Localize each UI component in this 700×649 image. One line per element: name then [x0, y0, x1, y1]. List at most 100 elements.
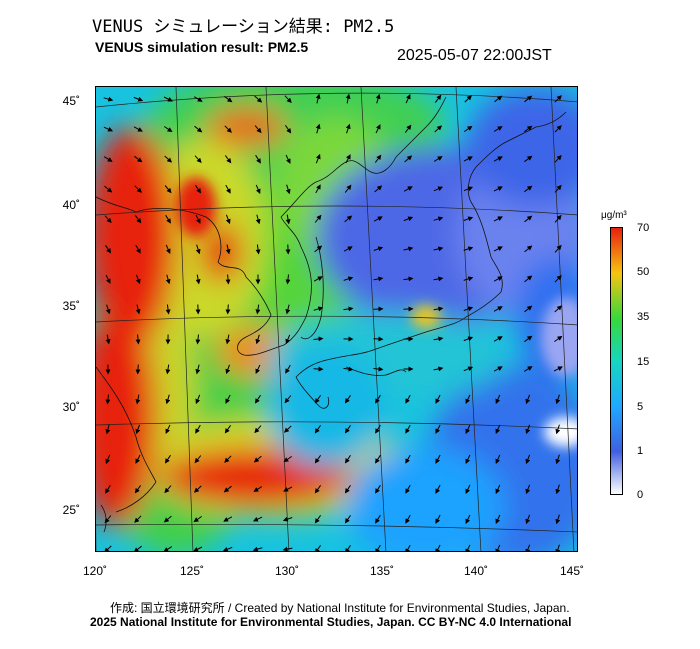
- wind-arrow: [315, 184, 321, 194]
- wind-arrow: [403, 246, 414, 252]
- wind-arrow: [465, 424, 471, 435]
- wind-arrow: [524, 275, 533, 283]
- wind-arrow: [345, 123, 351, 134]
- colorbar-unit-label: μg/m³: [601, 210, 627, 221]
- wind-arrow: [344, 425, 351, 434]
- wind-arrow: [134, 155, 143, 163]
- wind-arrow: [433, 186, 444, 192]
- wind-arrow: [463, 366, 474, 372]
- wind-arrow: [463, 306, 474, 312]
- wind-arrow: [373, 216, 383, 222]
- wind-arrow: [195, 334, 201, 345]
- wind-arrow: [164, 485, 172, 494]
- wind-arrow: [223, 485, 232, 493]
- wind-arrow: [135, 454, 141, 464]
- wind-arrow: [283, 425, 292, 433]
- wind-arrow: [255, 214, 261, 225]
- wind-arrow: [405, 454, 411, 464]
- wind-arrow: [135, 304, 141, 315]
- wind-arrow: [135, 424, 141, 435]
- wind-arrow: [344, 515, 351, 524]
- wind-arrow: [105, 484, 111, 494]
- wind-arrow: [252, 516, 263, 522]
- wind-arrow: [195, 424, 201, 434]
- wind-arrow: [254, 425, 262, 434]
- wind-arrow: [134, 515, 142, 523]
- wind-arrow: [493, 246, 503, 252]
- wind-arrow: [375, 424, 381, 434]
- wind-arrow: [375, 484, 381, 494]
- wind-arrow: [405, 424, 411, 434]
- wind-arrow: [435, 514, 441, 524]
- wind-arrow: [553, 366, 563, 372]
- wind-arrow: [495, 394, 501, 405]
- wind-arrow: [493, 336, 503, 342]
- wind-arrow: [314, 425, 322, 434]
- wind-arrow: [255, 334, 261, 345]
- wind-arrow: [164, 126, 173, 133]
- wind-arrow: [225, 394, 231, 404]
- wind-arrow: [285, 334, 291, 345]
- wind-arrow: [493, 126, 503, 132]
- colorbar-tick-5: 5: [637, 401, 644, 413]
- wind-arrow: [463, 246, 474, 252]
- x-tick-label-120: 120˚: [82, 564, 108, 578]
- wind-arrow: [554, 125, 562, 133]
- wind-arrow: [254, 394, 261, 404]
- wind-arrow: [434, 94, 442, 103]
- y-tick-label-35: 35˚: [62, 299, 80, 313]
- wind-arrow: [163, 515, 172, 523]
- wind-arrow: [464, 95, 472, 103]
- colorbar-tick-35: 35: [637, 311, 650, 323]
- wind-arrow: [465, 394, 471, 405]
- wind-arrow: [493, 186, 503, 192]
- wind-vector-field: [103, 93, 563, 551]
- wind-arrow: [314, 515, 322, 524]
- wind-arrow: [283, 486, 293, 492]
- colorbar-tick-0: 0: [637, 489, 644, 501]
- wind-arrow: [374, 185, 383, 193]
- wind-arrow: [194, 125, 203, 133]
- wind-arrow: [223, 516, 233, 522]
- wind-arrow: [135, 244, 141, 254]
- wind-arrow: [224, 425, 232, 434]
- wind-arrow: [105, 274, 111, 284]
- wind-arrow: [555, 544, 561, 551]
- wind-arrow: [253, 455, 262, 463]
- wind-arrow: [465, 514, 471, 525]
- wind-arrow: [224, 155, 232, 164]
- x-tick-label-135: 135˚: [369, 564, 395, 578]
- wind-arrow: [254, 125, 262, 134]
- wind-arrow: [435, 454, 441, 464]
- wind-arrow: [555, 454, 561, 465]
- x-tick-label-125: 125˚: [179, 564, 205, 578]
- wind-arrow: [524, 215, 533, 223]
- wind-arrow: [344, 395, 351, 404]
- wind-arrow: [495, 454, 501, 465]
- wind-arrow: [313, 276, 323, 282]
- wind-arrow: [285, 214, 291, 225]
- wind-arrow: [225, 304, 231, 315]
- wind-arrow: [285, 274, 291, 285]
- pm25-map-svg: [96, 87, 577, 551]
- wind-arrow: [464, 125, 473, 133]
- wind-arrow: [134, 215, 142, 224]
- wind-arrow: [524, 95, 533, 103]
- wind-arrow: [105, 245, 112, 254]
- wind-arrow: [105, 424, 111, 435]
- colorbar-tick-1: 1: [637, 445, 644, 457]
- wind-arrow: [105, 304, 111, 315]
- wind-arrow: [165, 394, 171, 405]
- wind-arrow: [224, 95, 233, 103]
- wind-arrow: [375, 454, 381, 464]
- wind-arrow: [314, 455, 322, 464]
- wind-arrow: [405, 514, 411, 524]
- wind-arrow: [555, 394, 561, 405]
- wind-arrow: [403, 276, 414, 282]
- wind-arrow: [554, 244, 562, 253]
- wind-arrow: [134, 185, 142, 193]
- wind-arrow: [525, 514, 531, 525]
- wind-arrow: [225, 244, 231, 255]
- wind-arrow: [405, 394, 411, 404]
- colorbar-tick-15: 15: [637, 356, 650, 368]
